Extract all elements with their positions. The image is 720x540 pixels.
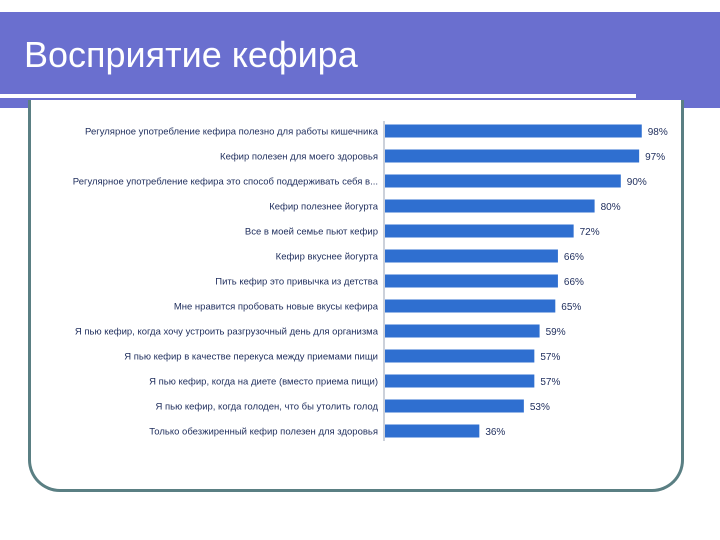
value-label: 65%: [561, 302, 581, 313]
bar: [385, 299, 556, 313]
value-label: 72%: [580, 227, 600, 238]
bar: [385, 224, 574, 238]
category-label: Кефир полезен для моего здоровья: [220, 152, 378, 163]
category-label: Я пью кефир, когда на диете (вместо прие…: [149, 377, 378, 388]
bar: [385, 349, 535, 363]
category-label: Я пью кефир в качестве перекуса между пр…: [124, 352, 378, 363]
bar: [385, 149, 640, 163]
bars-group: Регулярное употребление кефира полезно д…: [73, 124, 668, 438]
category-label: Мне нравится пробовать новые вкусы кефир…: [174, 302, 379, 313]
category-label: Я пью кефир, когда голоден, что бы утоли…: [155, 402, 378, 413]
value-label: 59%: [546, 327, 566, 338]
value-label: 66%: [564, 252, 584, 263]
value-label: 57%: [540, 377, 560, 388]
bar: [385, 124, 642, 138]
category-label: Регулярное употребление кефира полезно д…: [85, 127, 379, 138]
bar: [385, 374, 535, 388]
bar: [385, 399, 524, 413]
category-label: Все в моей семье пьют кефир: [245, 227, 378, 238]
bar: [385, 324, 540, 338]
bar: [385, 199, 595, 213]
category-label: Кефир полезнее йогурта: [269, 202, 379, 213]
bar: [385, 424, 480, 438]
title-underline: [0, 94, 636, 98]
category-label: Регулярное употребление кефира это спосо…: [73, 177, 378, 188]
value-label: 97%: [645, 152, 665, 163]
value-label: 66%: [564, 277, 584, 288]
value-label: 80%: [601, 202, 621, 213]
value-label: 36%: [485, 427, 505, 438]
value-label: 57%: [540, 352, 560, 363]
value-label: 90%: [627, 177, 647, 188]
category-label: Я пью кефир, когда хочу устроить разгруз…: [75, 327, 379, 338]
bar: [385, 249, 558, 263]
bar: [385, 174, 621, 188]
category-label: Только обезжиренный кефир полезен для зд…: [149, 427, 378, 438]
header-band: [0, 12, 720, 108]
value-label: 98%: [648, 127, 668, 138]
content-frame: [28, 100, 684, 492]
value-label: 53%: [530, 402, 550, 413]
category-label: Кефир вкуснее йогурта: [276, 252, 379, 263]
slide-title: Восприятие кефира: [24, 34, 358, 75]
category-label: Пить кефир это привычка из детства: [215, 277, 378, 288]
bar: [385, 274, 558, 288]
